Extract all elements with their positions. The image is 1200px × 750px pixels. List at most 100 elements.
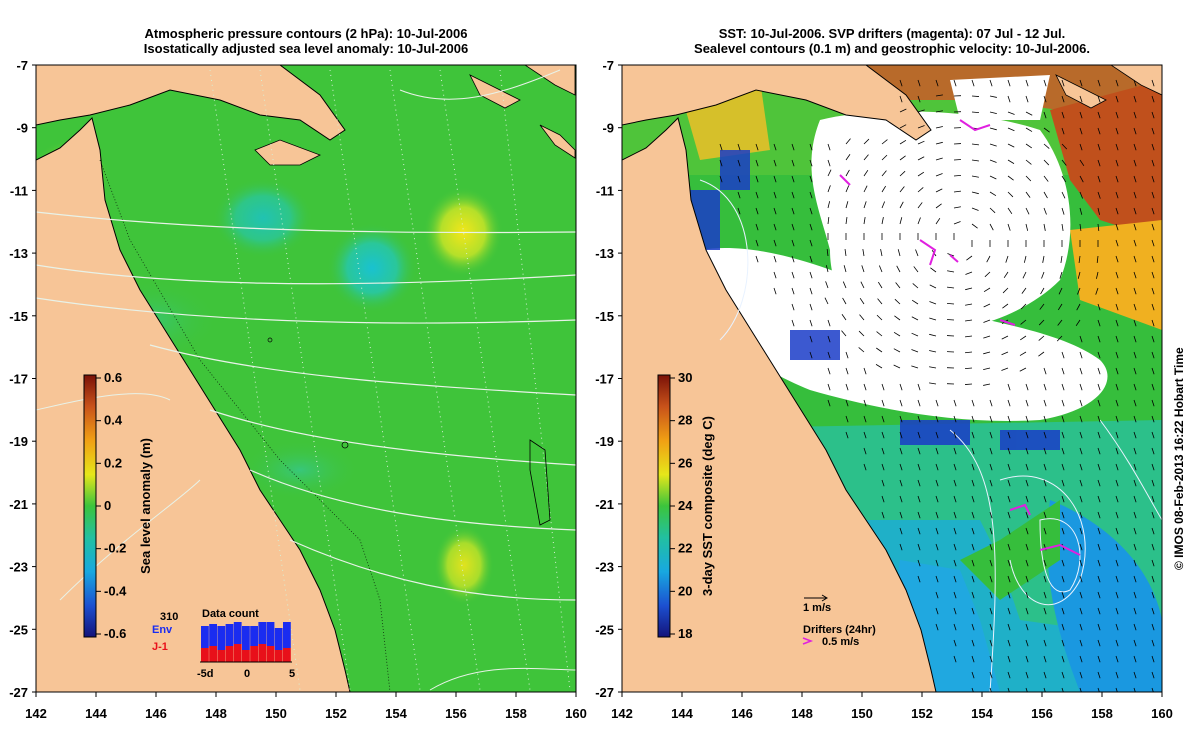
velocity-arrow (1061, 383, 1065, 391)
right-title-line1: SST: 10-Jul-2006. SVP drifters (magenta)… (718, 26, 1066, 41)
velocity-arrow (899, 170, 906, 177)
velocity-arrow (953, 527, 957, 535)
velocity-arrow (791, 271, 795, 279)
velocity-arrow (755, 255, 759, 263)
velocity-arrow (917, 95, 921, 103)
j1-count-bar (258, 644, 267, 662)
velocity-arrow (791, 207, 795, 215)
velocity-arrow (983, 319, 991, 323)
velocity-arrow (1043, 463, 1047, 471)
velocity-arrow (1043, 479, 1047, 487)
velocity-arrow (1115, 79, 1119, 87)
velocity-arrow (911, 332, 919, 337)
pressure-contour (209, 409, 576, 466)
velocity-arrow (893, 331, 901, 337)
velocity-arrow (859, 297, 865, 305)
lon-tick-label: 154 (971, 706, 993, 721)
velocity-arrow (719, 175, 723, 183)
velocity-arrow (899, 399, 903, 407)
velocity-arrow (1151, 687, 1154, 692)
velocity-arrow (989, 223, 994, 231)
velocity-arrow (1133, 255, 1137, 263)
velocity-arrow (971, 591, 975, 599)
velocity-arrow (935, 479, 939, 487)
velocity-arrow (1025, 511, 1029, 519)
colorbar-tick-label: 24 (678, 498, 693, 513)
velocity-arrow (1133, 655, 1137, 663)
velocity-arrow (899, 124, 907, 129)
velocity-arrow (1022, 271, 1027, 279)
velocity-arrow (1061, 559, 1065, 567)
velocity-arrow (773, 287, 777, 295)
velocity-arrow (989, 687, 992, 692)
velocity-arrow (825, 281, 829, 289)
colorbar-tick-label: 18 (678, 626, 692, 641)
velocity-arrow (1025, 127, 1033, 132)
velocity-arrow (983, 335, 991, 339)
velocity-arrow (1043, 207, 1047, 215)
cloud-mask (950, 75, 1050, 120)
velocity-arrow (1007, 191, 1014, 198)
velocity-arrow (1097, 495, 1101, 503)
sla-colorbar (83, 374, 97, 638)
velocity-arrow (1133, 239, 1137, 247)
velocity-arrow (1133, 623, 1137, 631)
velocity-arrow (899, 383, 903, 391)
velocity-arrow (1079, 223, 1082, 231)
velocity-arrow (862, 249, 865, 257)
velocity-arrow (1007, 207, 1013, 215)
velocity-arrow (1097, 175, 1101, 183)
velocity-arrow (1115, 623, 1119, 631)
velocity-arrow (989, 463, 993, 471)
velocity-arrow (989, 127, 997, 131)
velocity-arrow (1025, 111, 1033, 116)
velocity-arrow (863, 169, 869, 177)
velocity-arrow (1133, 431, 1137, 439)
colorbar-tick-label: 0.6 (104, 370, 122, 385)
velocity-arrow (953, 159, 962, 161)
lat-tick-label: -13 (9, 246, 28, 261)
velocity-arrow (917, 479, 921, 487)
velocity-arrow (809, 159, 813, 167)
velocity-arrow (737, 207, 741, 215)
velocity-arrow (1097, 207, 1100, 215)
velocity-arrow (1025, 447, 1029, 455)
velocity-arrow (1058, 287, 1063, 295)
velocity-arrow (899, 495, 903, 503)
velocity-arrow (1096, 255, 1099, 263)
velocity-arrow (1115, 207, 1119, 215)
velocity-arrow (1097, 671, 1101, 679)
velocity-arrow (1007, 79, 1011, 87)
velocity-arrow (1079, 79, 1083, 87)
velocity-arrow (912, 283, 919, 289)
sealevel-contour (1099, 419, 1162, 521)
velocity-arrow (1007, 111, 1015, 115)
velocity-arrow (881, 217, 884, 225)
velocity-arrow (1043, 415, 1047, 423)
velocity-arrow (755, 191, 759, 199)
velocity-arrow (863, 431, 867, 439)
velocity-arrow (881, 511, 885, 519)
velocity-arrow (983, 367, 991, 370)
velocity-arrow (1025, 175, 1032, 182)
velocity-arrow (953, 591, 957, 599)
velocity-arrow (929, 333, 937, 337)
velocity-arrow (1079, 415, 1083, 423)
velocity-arrow (989, 671, 993, 679)
velocity-arrow (1025, 79, 1029, 87)
velocity-arrow (1020, 303, 1027, 310)
velocity-arrow (876, 347, 883, 353)
velocity-arrow (791, 239, 795, 247)
colorbar-tick-label: -0.6 (104, 626, 126, 641)
reef-outline (529, 439, 551, 526)
velocity-arrow (930, 267, 937, 273)
velocity-arrow (1056, 335, 1063, 342)
sla-low-eddy (327, 223, 417, 313)
lat-tick-label: -9 (16, 121, 28, 136)
velocity-arrow (953, 655, 957, 663)
velocity-arrow (953, 607, 957, 615)
velocity-arrow (1025, 383, 1029, 391)
velocity-arrow (1097, 447, 1101, 455)
velocity-arrow (899, 527, 903, 535)
velocity-arrow (841, 314, 847, 321)
